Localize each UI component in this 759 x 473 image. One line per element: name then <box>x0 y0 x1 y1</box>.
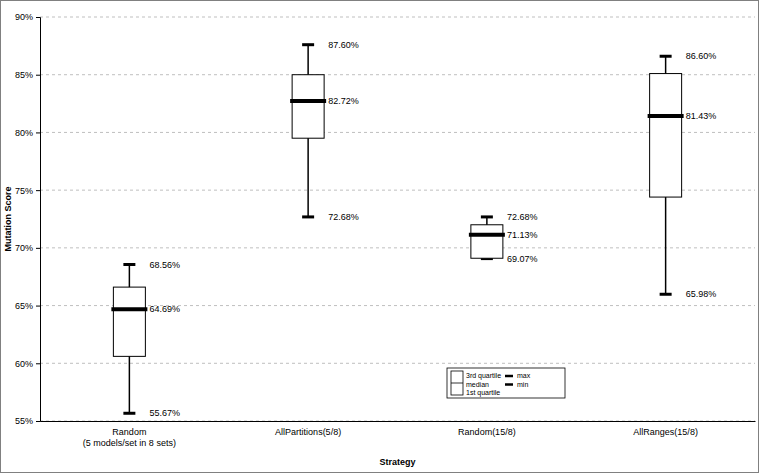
y-tick: 85% <box>15 70 40 80</box>
data-label-median: 82.72% <box>328 96 359 106</box>
grid-line <box>40 190 755 191</box>
y-tick-mark <box>36 132 40 133</box>
y-tick: 60% <box>15 359 40 369</box>
box-group <box>111 264 147 413</box>
legend-label: median <box>466 381 489 388</box>
median <box>111 307 147 311</box>
grid-line <box>40 74 755 75</box>
median <box>469 233 505 237</box>
box-group <box>469 217 505 259</box>
y-tick: 55% <box>15 416 40 426</box>
boxes <box>111 45 683 414</box>
x-axis-title: Strategy <box>379 457 415 467</box>
x-tick-label: AllPartitions(5/8) <box>275 427 341 437</box>
grid-line <box>40 421 755 422</box>
y-tick-label: 90% <box>15 12 33 22</box>
y-tick-label: 70% <box>15 243 33 253</box>
legend-label: 1st quartile <box>466 389 500 397</box>
frame <box>1 1 759 473</box>
whisker-cap-max <box>123 263 135 266</box>
y-tick-mark <box>36 75 40 76</box>
x-tick-label: Random(15/8) <box>458 427 516 437</box>
y-tick: 75% <box>15 186 40 196</box>
legend-frame <box>447 368 565 398</box>
box <box>292 75 324 138</box>
y-tick: 65% <box>15 301 40 311</box>
grid-line <box>40 247 755 248</box>
legend-box-icon <box>451 371 463 395</box>
whisker-cap-min <box>302 215 314 218</box>
data-label-median: 64.69% <box>149 304 180 314</box>
legend-label: min <box>517 381 528 388</box>
y-tick-label: 60% <box>15 359 33 369</box>
whisker-cap-max <box>660 55 672 58</box>
whisker-cap-min <box>123 412 135 415</box>
y-tick-mark <box>36 421 40 422</box>
x-tick-label: AllRanges(15/8) <box>633 427 698 437</box>
y-tick-label: 65% <box>15 301 33 311</box>
chart: 55% 60% 65% 70% 75% 80% 85% 90% Random(5 models/… <box>0 0 759 473</box>
data-label-min: 65.98% <box>686 289 717 299</box>
box <box>113 287 145 356</box>
y-tick-label: 85% <box>15 70 33 80</box>
data-label-max: 68.56% <box>149 260 180 270</box>
y-tick: 70% <box>15 243 40 253</box>
x-axis-line <box>41 421 756 422</box>
grid-line <box>40 305 755 306</box>
grid-line <box>40 363 755 364</box>
grid-line <box>40 132 755 133</box>
box-group <box>290 45 326 217</box>
data-label-max: 87.60% <box>328 40 359 50</box>
legend-cap-icon <box>505 375 513 378</box>
box-group <box>648 56 684 294</box>
median <box>648 114 684 118</box>
y-tick-mark <box>36 363 40 364</box>
grid <box>40 17 755 421</box>
box <box>650 74 682 198</box>
data-label-max: 72.68% <box>507 212 538 222</box>
x-tick-label: Random(5 models/set in 8 sets) <box>83 427 176 448</box>
legend-label: 3rd quartile <box>466 372 501 380</box>
legend-cap-icon <box>505 383 513 386</box>
y-tick-label: 55% <box>15 416 33 426</box>
y-tick-label: 80% <box>15 128 33 138</box>
data-label-min: 55.67% <box>149 408 180 418</box>
data-label-max: 86.60% <box>686 51 717 61</box>
x-axis <box>41 421 756 422</box>
data-label-min: 72.68% <box>328 212 359 222</box>
grid-line <box>40 17 755 18</box>
y-axis: 55% 60% 65% 70% 75% 80% 85% 90% <box>15 12 41 426</box>
whisker-cap-max <box>481 215 493 218</box>
whisker-cap-max <box>302 43 314 46</box>
y-axis-line <box>36 18 41 422</box>
y-tick: 80% <box>15 128 40 138</box>
legend-median-icon <box>451 383 463 384</box>
whisker-cap-min <box>660 293 672 296</box>
data-label-median: 71.13% <box>507 230 538 240</box>
data-label-min: 69.07% <box>507 254 538 264</box>
box <box>471 225 503 258</box>
y-tick: 90% <box>15 12 40 22</box>
median <box>290 99 326 103</box>
y-tick-mark <box>36 17 40 18</box>
y-tick-mark <box>36 190 40 191</box>
y-tick-label: 75% <box>15 186 33 196</box>
data-label-median: 81.43% <box>686 111 717 121</box>
y-tick-mark <box>36 248 40 249</box>
legend: 3rd quartilemedian1st quartile max min <box>447 368 565 398</box>
data-labels: 68.56% 64.69% 55.67% 87.60% 82.72% 72.68% 72.6… <box>149 40 716 419</box>
y-axis-title: Mutation Score <box>3 186 13 251</box>
legend-label: max <box>517 372 531 379</box>
x-labels: Random(5 models/set in 8 sets) AllPartiti… <box>83 427 698 448</box>
y-tick-mark <box>36 306 40 307</box>
